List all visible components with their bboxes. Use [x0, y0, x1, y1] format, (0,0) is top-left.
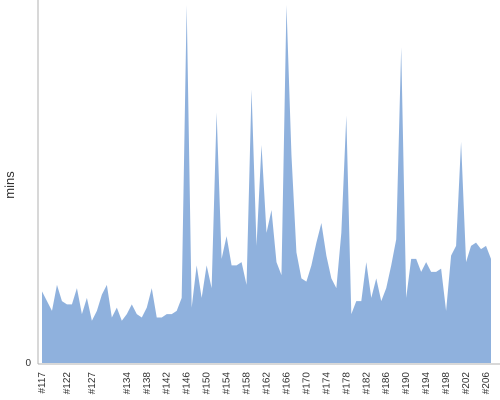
x-tick-label: #178 [341, 372, 352, 395]
x-tick-labels: #117 #122 #127 #134 #138 #142 #146 #150 #154 #158… [37, 372, 492, 395]
x-tick-label: #158 [242, 372, 253, 395]
x-tick-label: #142 [162, 372, 173, 395]
y-tick-label: 0 [25, 358, 31, 369]
x-tick-label: #127 [87, 372, 98, 395]
x-tick-label: #194 [421, 372, 432, 395]
x-tick-label: #174 [321, 372, 332, 395]
x-tick-label: #134 [122, 372, 133, 395]
x-tick-label: #138 [142, 372, 153, 395]
x-tick-label: #117 [37, 372, 48, 394]
x-tick-label: #182 [361, 372, 372, 395]
x-tick-label: #170 [301, 372, 312, 395]
x-tick-label: #154 [222, 372, 233, 395]
x-tick-label: #146 [182, 372, 193, 395]
x-tick-label: #166 [281, 372, 292, 395]
series-area [42, 5, 491, 363]
x-tick-label: #190 [401, 372, 412, 395]
y-axis-title: mins [2, 171, 17, 199]
x-tick-label: #206 [481, 372, 492, 395]
x-tick-label: #202 [461, 372, 472, 395]
x-tick-label: #198 [441, 372, 452, 395]
x-tick-label: #122 [62, 372, 73, 395]
x-tick-label: #150 [202, 372, 213, 395]
x-tick-label: #162 [262, 372, 273, 395]
x-tick-label: #186 [381, 372, 392, 395]
